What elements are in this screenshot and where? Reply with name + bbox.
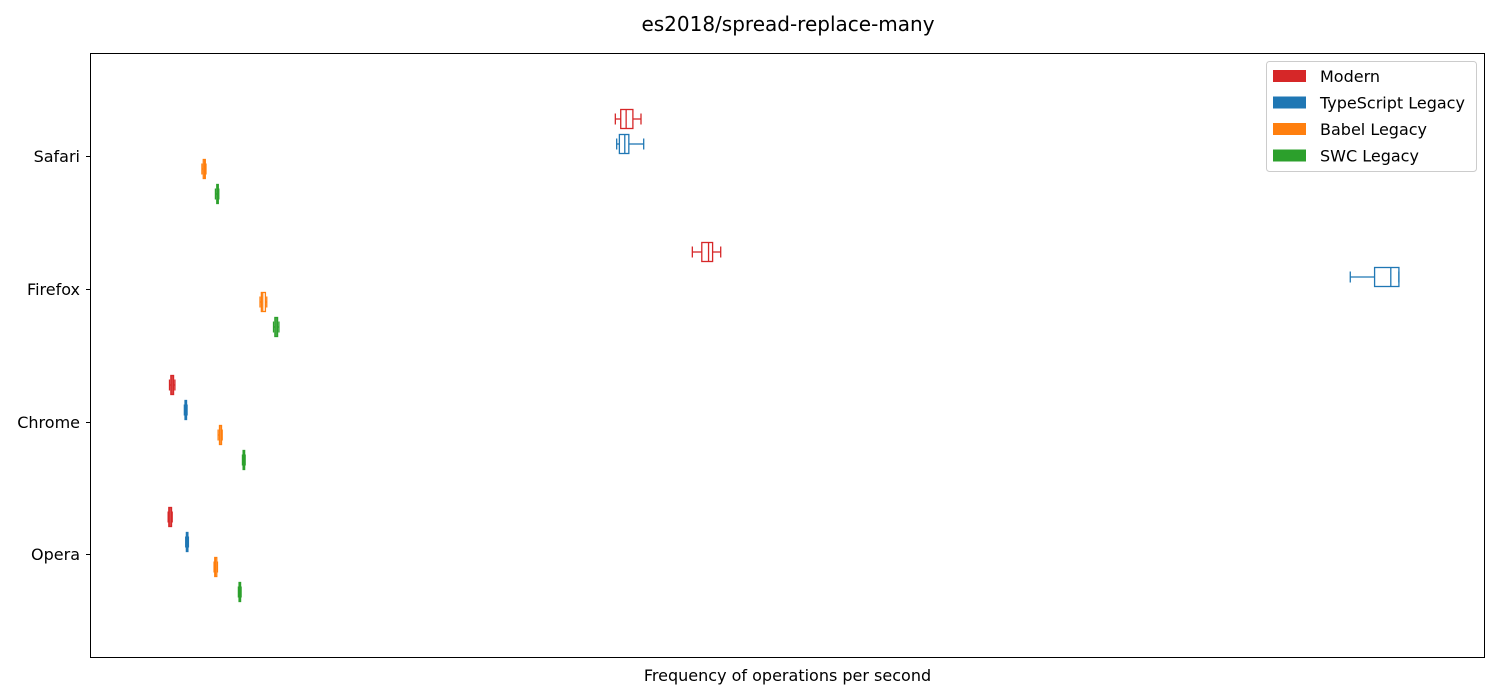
legend-swatch xyxy=(1273,70,1306,82)
legend-label-typescript-legacy: TypeScript Legacy xyxy=(1319,94,1465,113)
box-typescript-legacy-firefox xyxy=(1349,266,1400,288)
box-typescript-legacy-safari xyxy=(616,133,645,155)
box-swc-legacy-safari xyxy=(214,183,220,205)
box-modern-chrome xyxy=(168,374,176,396)
legend: Modern TypeScript Legacy Babel Legacy SWC L… xyxy=(1266,61,1477,172)
x-axis-label: Frequency of operations per second xyxy=(643,666,932,685)
legend-swatch xyxy=(1273,149,1306,162)
box-babel-legacy-safari xyxy=(201,158,207,180)
box-modern-firefox xyxy=(691,241,722,263)
box-typescript-legacy-opera xyxy=(185,531,190,553)
legend-swatch xyxy=(1273,123,1306,135)
box-swc-legacy-chrome xyxy=(241,449,246,471)
legend-label-babel-legacy: Babel Legacy xyxy=(1320,120,1427,139)
box-series-group xyxy=(167,108,1400,603)
legend-frame xyxy=(1266,61,1477,172)
box-iqr xyxy=(618,133,630,155)
box-swc-legacy-opera xyxy=(237,581,242,603)
box-modern-safari xyxy=(614,108,642,130)
y-axis: Safari Firefox Chrome Opera xyxy=(17,147,90,564)
ytick-label-chrome: Chrome xyxy=(17,413,80,432)
box-babel-legacy-chrome xyxy=(217,424,223,446)
plot-area-frame xyxy=(90,53,1485,658)
box-iqr xyxy=(701,241,714,263)
ytick-label-opera: Opera xyxy=(31,545,80,564)
legend-label-swc-legacy: SWC Legacy xyxy=(1320,147,1419,166)
box-babel-legacy-firefox xyxy=(259,291,268,313)
box-iqr xyxy=(1373,266,1400,288)
box-babel-legacy-opera xyxy=(213,556,219,578)
box-swc-legacy-firefox xyxy=(272,316,280,338)
box-modern-opera xyxy=(167,506,173,528)
box-iqr xyxy=(260,291,267,313)
box-typescript-legacy-chrome xyxy=(183,399,188,421)
chart-title: es2018/spread-replace-many xyxy=(641,12,935,36)
box-iqr xyxy=(620,108,634,130)
ytick-label-safari: Safari xyxy=(34,147,80,166)
legend-label-modern: Modern xyxy=(1320,67,1380,86)
legend-swatch xyxy=(1273,96,1306,109)
ytick-label-firefox: Firefox xyxy=(27,280,80,299)
